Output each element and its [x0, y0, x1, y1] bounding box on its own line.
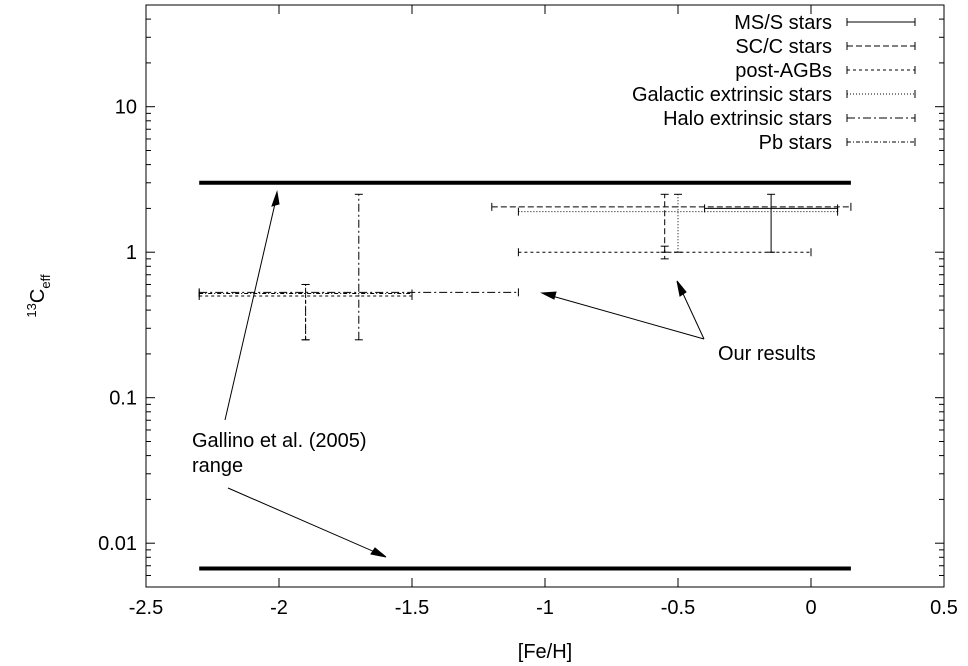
annotation-arrows: [224, 190, 705, 558]
legend-label: post-AGBs: [735, 60, 832, 82]
range-lines: [199, 180, 851, 571]
x-tick-label: -2.5: [129, 597, 163, 619]
y-tick-label: 1: [126, 242, 137, 264]
y-axis-label-base: C: [27, 289, 49, 303]
arrow-gallino-up-head: [271, 190, 280, 207]
series-group: [198, 245, 812, 341]
legend-label: Pb stars: [759, 132, 832, 154]
series-group: [704, 193, 839, 253]
y-ticks: 0.01 0.1 1 10: [98, 18, 944, 576]
x-tick-label: -1.5: [395, 597, 429, 619]
series-group: [491, 193, 852, 253]
annotation-our-results: Our results: [718, 343, 816, 365]
y-tick-label: 0.1: [109, 388, 137, 410]
annotation-gallino-line1: Gallino et al. (2005): [192, 430, 367, 452]
x-tick-label: -2: [270, 597, 288, 619]
y-tick-label: 10: [115, 97, 137, 119]
series-marks: [198, 193, 852, 341]
series-group: [517, 193, 839, 253]
legend-label: Halo extrinsic stars: [663, 108, 832, 130]
y-axis-label-sup: 13: [24, 303, 39, 317]
x-tick-label: 0.5: [930, 597, 958, 619]
x-axis-label: [Fe/H]: [518, 641, 572, 663]
legend-label: SC/C stars: [735, 36, 832, 58]
arrow-ours-left-head: [540, 291, 557, 300]
annotation-gallino-line2: range: [192, 455, 243, 477]
arrow-gallino-down: [227, 487, 385, 557]
y-axis-label: 13Ceff: [24, 274, 53, 318]
x-ticks: -2.5 -2 -1.5 -1 -0.5 0 0.5: [129, 5, 958, 619]
series-group: [198, 283, 413, 341]
x-tick-label: 0: [805, 597, 816, 619]
y-tick-label: 0.01: [98, 533, 137, 555]
series-group: [198, 193, 519, 341]
arrow-ours-left: [544, 293, 705, 340]
arrow-gallino-down-head: [370, 547, 387, 558]
y-axis-label-sub: eff: [38, 274, 53, 289]
legend-label: Galactic extrinsic stars: [632, 84, 832, 106]
arrow-ours-up-head: [676, 280, 687, 297]
x-tick-label: -1: [536, 597, 554, 619]
legend-label: MS/S stars: [734, 12, 832, 34]
arrow-gallino-up: [224, 194, 278, 421]
x-tick-label: -0.5: [661, 597, 695, 619]
